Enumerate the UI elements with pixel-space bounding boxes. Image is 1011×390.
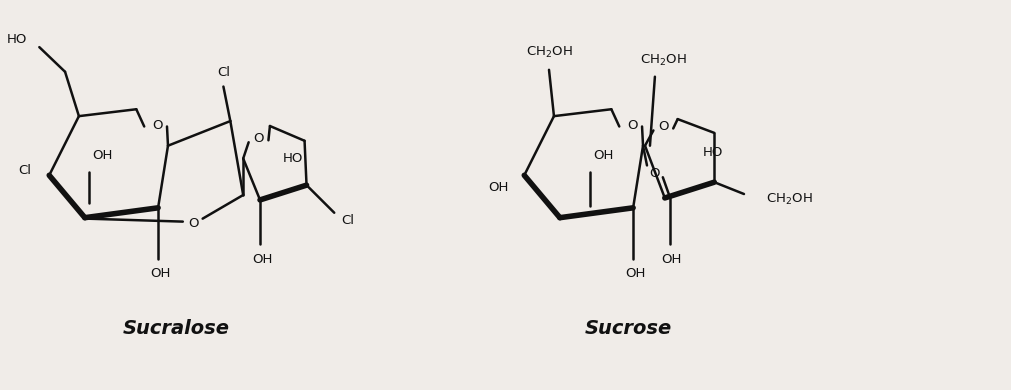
Text: OH: OH	[92, 149, 112, 162]
Text: HO: HO	[283, 152, 303, 165]
Text: O: O	[188, 217, 199, 230]
Text: HO: HO	[7, 33, 27, 46]
Text: O: O	[627, 119, 637, 132]
Text: O: O	[658, 120, 668, 133]
Text: Cl: Cl	[342, 214, 355, 227]
Text: Sucralose: Sucralose	[122, 319, 229, 338]
Text: CH$_2$OH: CH$_2$OH	[526, 44, 572, 60]
Text: OH: OH	[252, 253, 272, 266]
Text: OH: OH	[488, 181, 509, 193]
Text: O: O	[152, 119, 163, 132]
Text: Cl: Cl	[18, 164, 31, 177]
Text: HO: HO	[703, 146, 723, 159]
Text: OH: OH	[661, 253, 681, 266]
Text: CH$_2$OH: CH$_2$OH	[765, 192, 813, 207]
Text: OH: OH	[150, 268, 170, 280]
Text: Cl: Cl	[217, 66, 229, 79]
Text: O: O	[650, 167, 660, 180]
Text: OH: OH	[625, 268, 645, 280]
Text: O: O	[254, 132, 264, 145]
Text: Sucrose: Sucrose	[584, 319, 671, 338]
Text: CH$_2$OH: CH$_2$OH	[640, 52, 686, 67]
Text: OH: OH	[593, 149, 614, 162]
